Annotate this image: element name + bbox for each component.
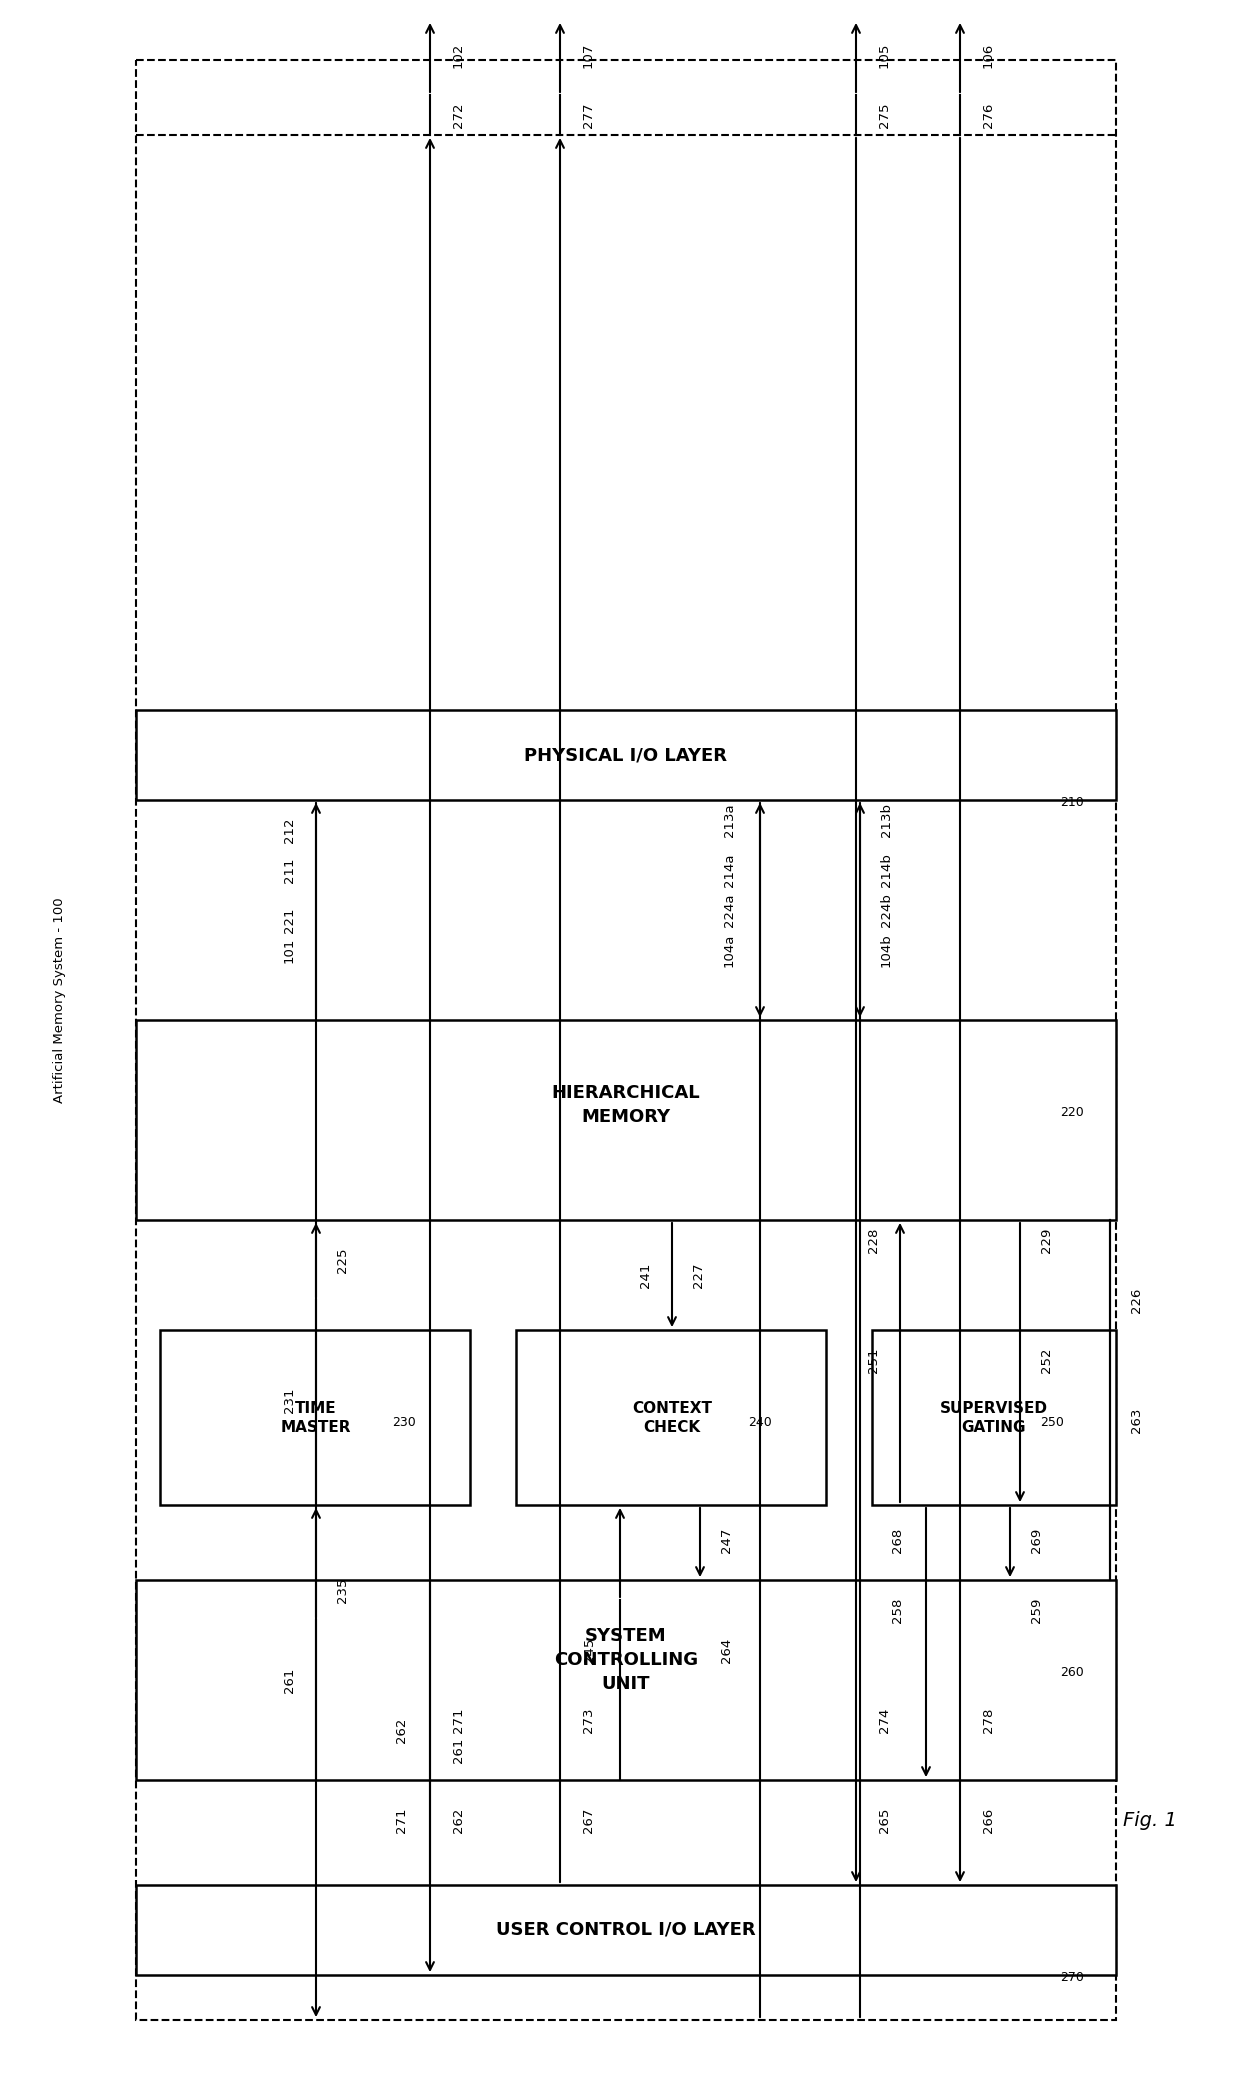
Text: 250: 250 — [1040, 1416, 1064, 1428]
Bar — [872, 1330, 1116, 1505]
Text: 276: 276 — [982, 102, 994, 127]
Text: 213b: 213b — [880, 803, 893, 836]
Text: SUPERVISED
GATING: SUPERVISED GATING — [940, 1401, 1048, 1434]
Text: 224a: 224a — [723, 892, 737, 926]
Text: 268: 268 — [892, 1528, 904, 1553]
Text: Artificial Memory System - 100: Artificial Memory System - 100 — [53, 897, 67, 1103]
Text: TIME
MASTER: TIME MASTER — [280, 1401, 351, 1434]
Text: 274: 274 — [878, 1708, 892, 1733]
Text: USER CONTROL I/O LAYER: USER CONTROL I/O LAYER — [496, 1920, 756, 1939]
Text: 230: 230 — [392, 1416, 415, 1428]
Text: 258: 258 — [892, 1597, 904, 1622]
Text: 277: 277 — [582, 102, 595, 127]
Text: 267: 267 — [582, 1808, 595, 1833]
Text: 275: 275 — [878, 102, 892, 127]
Text: 213a: 213a — [723, 803, 737, 836]
Bar — [136, 60, 1116, 2020]
Text: 101: 101 — [283, 938, 296, 963]
Bar — [136, 711, 1116, 801]
Text: CONTEXT
CHECK: CONTEXT CHECK — [632, 1401, 712, 1434]
Text: 214b: 214b — [880, 853, 893, 886]
Bar — [136, 1020, 1116, 1220]
Bar — [516, 1330, 826, 1505]
Text: 278: 278 — [982, 1708, 994, 1733]
Text: 225: 225 — [336, 1247, 348, 1272]
Text: SYSTEM
CONTROLLING
UNIT: SYSTEM CONTROLLING UNIT — [554, 1628, 698, 1693]
Text: Fig. 1: Fig. 1 — [1123, 1810, 1177, 1829]
Text: 211: 211 — [283, 857, 296, 882]
Text: 271: 271 — [453, 1708, 465, 1733]
Text: 106: 106 — [982, 42, 994, 67]
Text: 240: 240 — [748, 1416, 771, 1428]
Text: HIERARCHICAL
MEMORY: HIERARCHICAL MEMORY — [552, 1084, 701, 1126]
Text: 266: 266 — [982, 1808, 994, 1833]
Text: 212: 212 — [283, 817, 296, 842]
Text: 272: 272 — [453, 102, 465, 127]
Text: 252: 252 — [1040, 1347, 1053, 1372]
Text: 104b: 104b — [880, 934, 893, 967]
Text: 241: 241 — [639, 1261, 652, 1289]
Text: 262: 262 — [453, 1808, 465, 1833]
Text: 214a: 214a — [723, 853, 737, 886]
Text: 265: 265 — [878, 1808, 892, 1833]
Text: 271: 271 — [396, 1808, 408, 1833]
Text: 107: 107 — [582, 42, 595, 67]
Text: 260: 260 — [1060, 1666, 1084, 1678]
Text: 264: 264 — [720, 1637, 733, 1662]
Text: 227: 227 — [692, 1261, 706, 1289]
Bar — [136, 1580, 1116, 1781]
Text: 273: 273 — [582, 1708, 595, 1733]
Text: 105: 105 — [878, 42, 892, 67]
Text: 102: 102 — [453, 42, 465, 67]
Text: 245: 245 — [583, 1637, 596, 1662]
Bar — [136, 1885, 1116, 1974]
Text: 270: 270 — [1060, 1970, 1084, 1985]
Text: 221: 221 — [283, 907, 296, 932]
Text: PHYSICAL I/O LAYER: PHYSICAL I/O LAYER — [525, 746, 728, 763]
Text: 231: 231 — [283, 1387, 296, 1414]
Text: 259: 259 — [1030, 1597, 1043, 1622]
Text: 229: 229 — [1040, 1228, 1053, 1253]
Text: 104a: 104a — [723, 934, 737, 967]
Bar — [160, 1330, 470, 1505]
Text: 228: 228 — [867, 1228, 880, 1253]
Text: 269: 269 — [1030, 1528, 1043, 1553]
Text: 261: 261 — [453, 1737, 465, 1762]
Text: 220: 220 — [1060, 1105, 1084, 1120]
Text: 226: 226 — [1130, 1286, 1143, 1314]
Text: 262: 262 — [396, 1718, 408, 1743]
Text: 210: 210 — [1060, 796, 1084, 809]
Text: 247: 247 — [720, 1528, 733, 1553]
Text: 261: 261 — [283, 1668, 296, 1693]
Text: 263: 263 — [1130, 1407, 1143, 1432]
Text: 251: 251 — [867, 1347, 880, 1372]
Text: 235: 235 — [336, 1576, 348, 1603]
Text: 224b: 224b — [880, 892, 893, 928]
